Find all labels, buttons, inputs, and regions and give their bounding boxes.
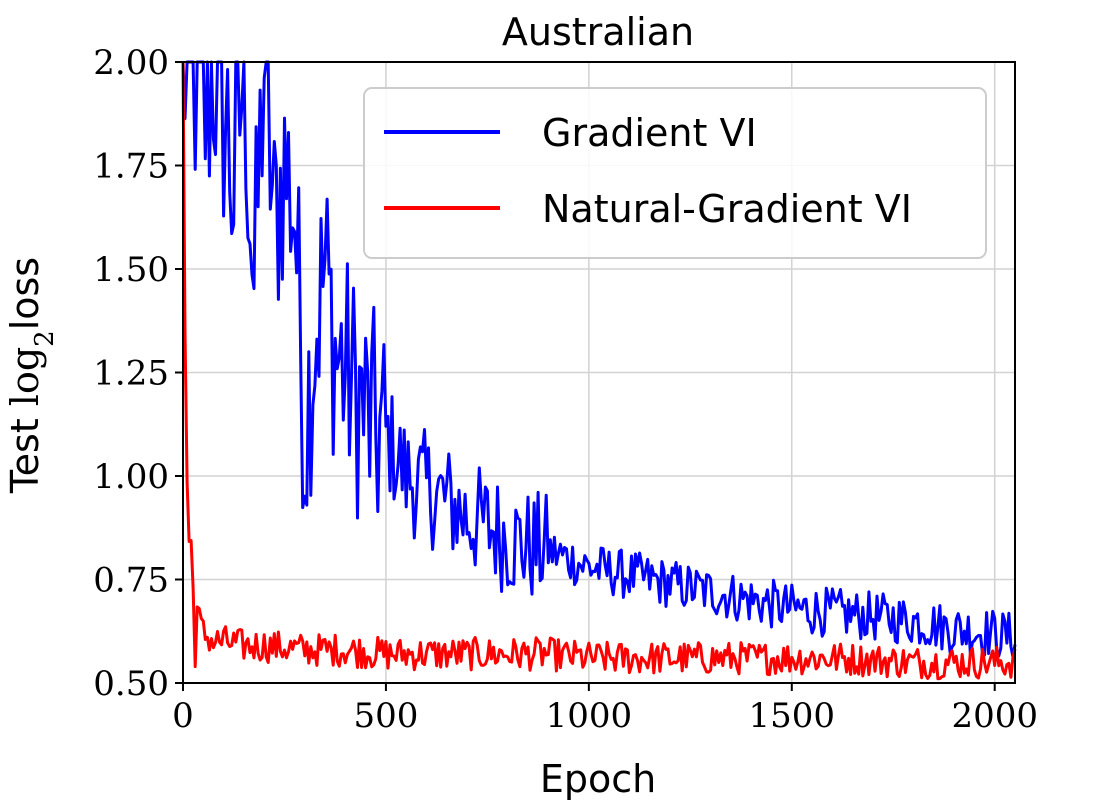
x-axis-label: Epoch (540, 757, 656, 801)
series-layer (181, 60, 1017, 681)
x-axis-ticks: 0 500 1000 1500 2000 (172, 683, 1038, 736)
y-tick-label: 1.50 (93, 250, 169, 290)
y-tick-label: 1.25 (93, 354, 169, 394)
x-tick-label: 1000 (546, 696, 633, 736)
series-line-natural-gradient-vi (181, 61, 1017, 681)
x-tick-label: 1500 (749, 696, 836, 736)
legend-label-natural-gradient-vi: Natural-Gradient VI (542, 187, 912, 231)
chart-title: Australian (502, 10, 694, 54)
y-axis-ticks: 0.50 0.75 1.00 1.25 1.50 1.75 2.00 (93, 43, 183, 704)
y-tick-label: 1.75 (93, 147, 169, 187)
legend-label-gradient-vi: Gradient VI (542, 111, 757, 155)
y-tick-label: 0.50 (93, 664, 169, 704)
legend-box (363, 87, 987, 259)
legend: Gradient VI Natural-Gradient VI (363, 87, 987, 259)
y-axis-label: Test log2loss (3, 257, 60, 494)
y-axis-label-log: log (3, 347, 47, 406)
series-line-gradient-vi (181, 60, 1017, 659)
x-tick-label: 2000 (951, 696, 1038, 736)
y-axis-label-prefix: Test (3, 406, 47, 494)
y-tick-label: 1.00 (93, 457, 169, 497)
x-tick-label: 0 (172, 696, 194, 736)
y-tick-label: 0.75 (93, 561, 169, 601)
y-axis-label-suffix: loss (3, 257, 47, 330)
y-axis-label-sub: 2 (30, 330, 60, 347)
x-tick-label: 500 (353, 696, 418, 736)
y-tick-label: 2.00 (93, 43, 169, 83)
